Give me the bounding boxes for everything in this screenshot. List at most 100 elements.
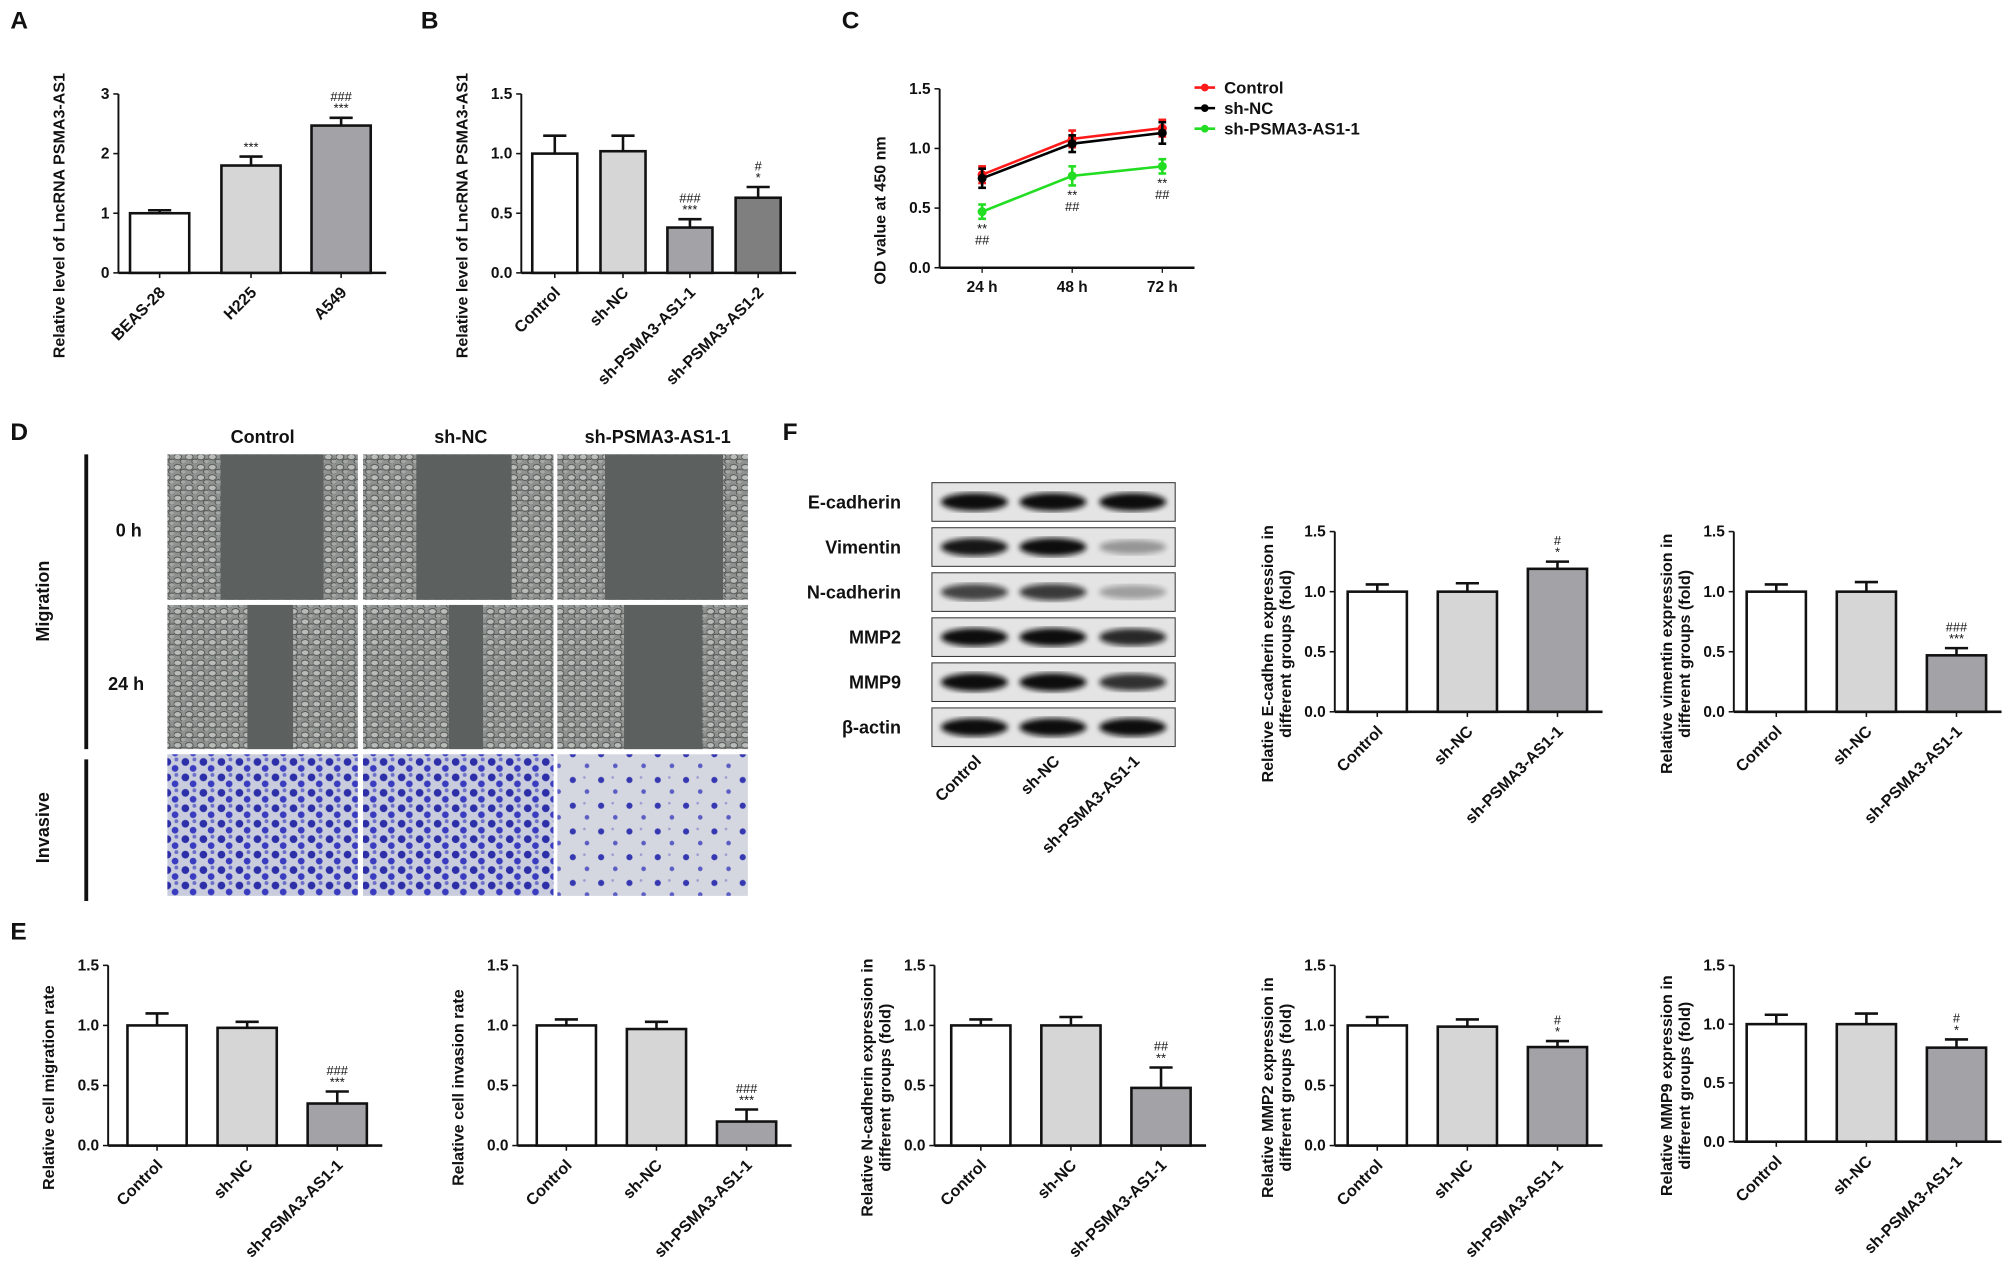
significance-label: ##	[1155, 187, 1170, 202]
y-tick-label: 1.5	[1703, 524, 1725, 541]
y-axis-label: Relative level of LncRNA PSMA3-AS1	[50, 73, 68, 358]
y-axis-label: Relative cell invasion rate	[449, 989, 467, 1186]
x-tick-label: Control	[1732, 1152, 1785, 1205]
bar	[1526, 567, 1589, 714]
x-tick-label: Control	[522, 1156, 575, 1209]
blot-band	[1099, 539, 1167, 555]
x-tick-label: 48 h	[1057, 279, 1088, 296]
wound-healing-image	[167, 604, 358, 750]
bar	[535, 1024, 598, 1147]
y-tick-label: 1.5	[487, 958, 509, 975]
time-label-24h: 24 h	[108, 674, 144, 694]
y-tick-label: 3	[101, 86, 110, 103]
blot-band	[1099, 492, 1167, 511]
bar	[1745, 1022, 1808, 1143]
significance-label: ###	[1946, 619, 1968, 634]
y-tick-label: 0.0	[487, 1138, 508, 1155]
y-tick-label: 0.5	[1703, 1075, 1725, 1092]
data-point	[977, 173, 987, 183]
wound-gap	[416, 454, 512, 600]
significance-label: *	[1555, 544, 1560, 559]
y-tick-label: 1.5	[1703, 958, 1725, 975]
y-tick-label: 0.0	[909, 260, 930, 277]
y-tick-label: 0.5	[78, 1078, 100, 1095]
significance-label: #	[1953, 1011, 1961, 1026]
significance-label: ***	[682, 202, 697, 217]
y-tick-label: 0.5	[487, 1078, 509, 1095]
significance-label: ###	[679, 190, 701, 205]
y-tick-label: 0.0	[491, 265, 512, 282]
y-tick-label: 0.5	[491, 205, 513, 222]
bar	[1346, 590, 1409, 714]
significance-label: **	[1156, 1050, 1166, 1065]
y-tick-label: 0.0	[78, 1138, 99, 1155]
wound-gap	[624, 604, 703, 750]
y-tick-label: 0.5	[1304, 644, 1326, 661]
significance-label: *	[1555, 1024, 1560, 1039]
x-tick-label: sh-NC	[1034, 1156, 1080, 1202]
blot-label-0: E-cadherin	[808, 492, 901, 512]
row-group-invasive: Invasive	[33, 792, 53, 863]
blot-label-1: Vimentin	[825, 537, 901, 557]
x-tick-label: sh-NC	[1430, 722, 1476, 768]
transwell-invasion-image	[167, 754, 358, 896]
x-tick-label: Control	[113, 1156, 166, 1209]
chart-f3: 0.0 0.5 1.0 1.5 Relative N-cadherin expressi…	[859, 958, 1207, 1261]
panel-label-b: B	[421, 7, 439, 34]
y-tick-label: 1.0	[1304, 1018, 1325, 1035]
x-tick-label: 72 h	[1147, 279, 1178, 296]
y-axis-label: different groups (fold)	[877, 1004, 895, 1172]
significance-label: ***	[334, 101, 349, 116]
significance-label: ###	[330, 89, 352, 104]
blot-band	[1019, 718, 1087, 737]
significance-label: ###	[327, 1063, 349, 1078]
bar	[949, 1024, 1012, 1147]
bar	[1436, 590, 1499, 714]
y-axis-label: Relative level of LncRNA PSMA3-AS1	[453, 73, 471, 358]
x-tick-label: sh-NC	[586, 283, 632, 329]
bar	[1835, 1022, 1898, 1143]
y-tick-label: 0.0	[1703, 1134, 1724, 1151]
legend-marker	[1200, 124, 1209, 133]
y-tick-label: 0.0	[1304, 704, 1325, 721]
legend-label: sh-NC	[1224, 99, 1273, 118]
blot-band	[1019, 673, 1087, 692]
x-tick-label: sh-NC	[1829, 1152, 1875, 1198]
y-axis-label: Relative cell migration rate	[40, 985, 58, 1190]
chart-e1: 0.0 0.5 1.0 1.5 Relative cell migration rate…	[40, 958, 383, 1261]
x-tick-label: Control	[1333, 722, 1386, 775]
x-tick-label: sh-NC	[1829, 722, 1875, 768]
y-tick-label: 1.0	[1304, 584, 1325, 601]
wound-healing-image	[557, 454, 748, 600]
y-tick-label: 0.5	[1703, 644, 1725, 661]
x-tick-label: 24 h	[967, 279, 998, 296]
y-tick-label: 1.5	[1304, 524, 1326, 541]
x-tick-label: sh-PSMA3-AS1-1	[1861, 1152, 1966, 1257]
x-tick-label: Control	[1333, 1156, 1386, 1209]
wound-gap	[220, 454, 324, 600]
data-point	[1157, 128, 1167, 138]
bar	[126, 1024, 188, 1147]
x-tick-label: sh-PSMA3-AS1-1	[1065, 1156, 1170, 1261]
y-axis-label: different groups (fold)	[1676, 1002, 1694, 1170]
blot-band	[1019, 628, 1087, 647]
legend-label: sh-PSMA3-AS1-1	[1224, 120, 1360, 139]
bar	[216, 1026, 279, 1147]
bar	[1346, 1024, 1409, 1147]
significance-label: *	[1954, 1022, 1959, 1037]
y-axis-label: OD value at 450 nm	[872, 136, 890, 284]
blot-label-3: MMP2	[849, 628, 901, 648]
blot-label-4: MMP9	[849, 673, 901, 693]
y-tick-label: 1.0	[487, 1018, 508, 1035]
chart-f2: 0.0 0.5 1.0 1.5 Relative vimentin expression…	[1658, 524, 2002, 827]
blot-lane-label: sh-NC	[1017, 752, 1063, 798]
y-tick-label: 0.0	[904, 1138, 925, 1155]
y-tick-label: 1.0	[1703, 584, 1724, 601]
bar	[1526, 1045, 1589, 1147]
x-tick-label: sh-PSMA3-AS1-1	[1861, 722, 1966, 827]
significance-label: ***	[1949, 631, 1964, 646]
y-tick-label: 0.5	[1304, 1078, 1326, 1095]
blot-band	[940, 673, 1008, 692]
y-tick-label: 1.0	[491, 146, 512, 163]
significance-label: ##	[1154, 1039, 1169, 1054]
